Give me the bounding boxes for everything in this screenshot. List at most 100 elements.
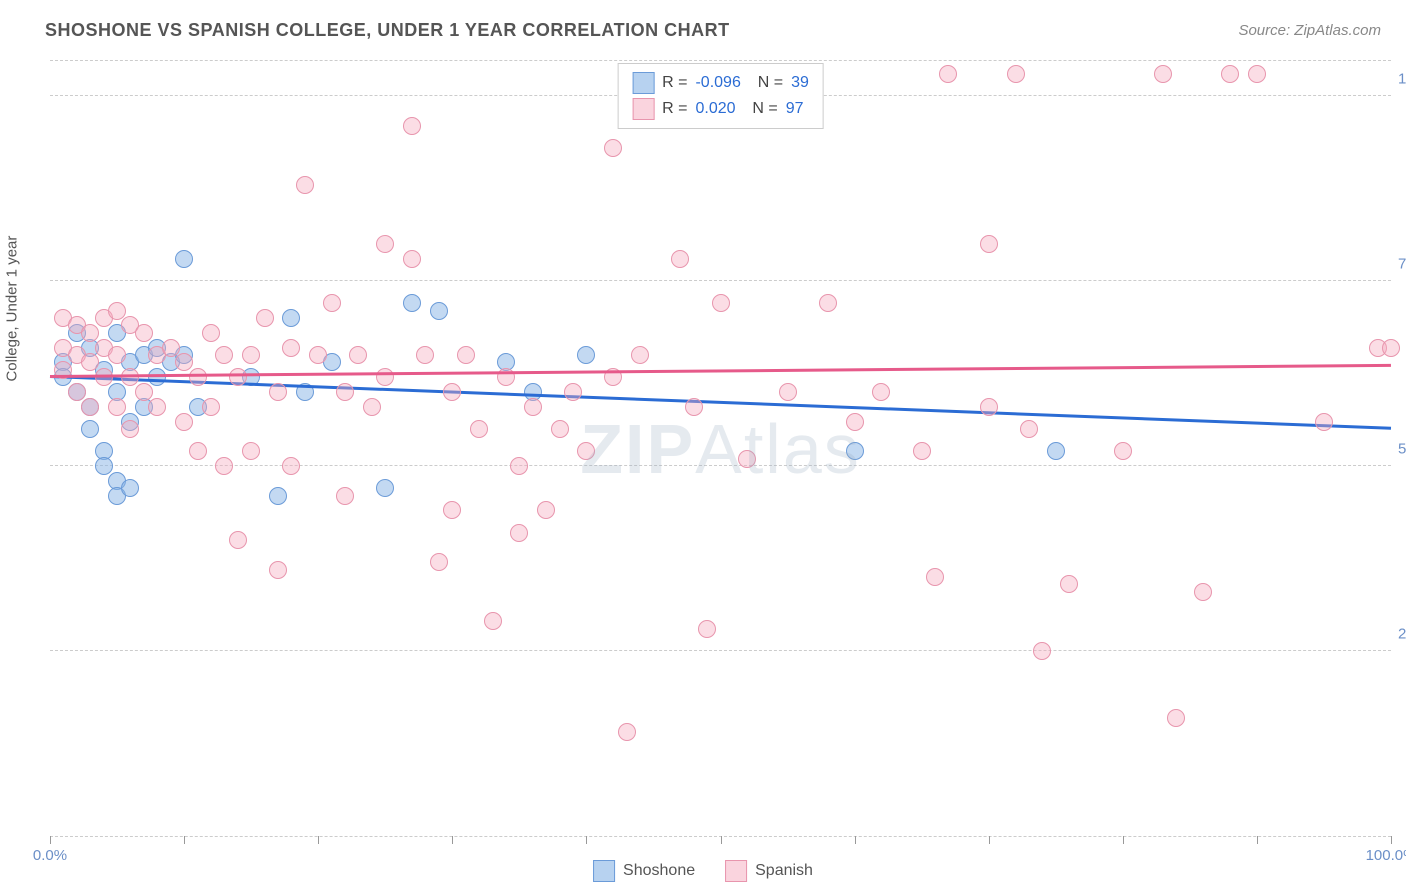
data-point-spanish bbox=[872, 383, 890, 401]
x-tick bbox=[1257, 836, 1258, 844]
data-point-spanish bbox=[1315, 413, 1333, 431]
chart-title: SHOSHONE VS SPANISH COLLEGE, UNDER 1 YEA… bbox=[45, 20, 730, 41]
x-tick bbox=[184, 836, 185, 844]
data-point-spanish bbox=[202, 398, 220, 416]
data-point-spanish bbox=[443, 383, 461, 401]
data-point-shoshone bbox=[376, 479, 394, 497]
x-tick bbox=[452, 836, 453, 844]
data-point-spanish bbox=[95, 368, 113, 386]
x-tick bbox=[1123, 836, 1124, 844]
legend-r-label: R = bbox=[662, 70, 687, 96]
legend-item-spanish: Spanish bbox=[725, 860, 813, 882]
data-point-spanish bbox=[215, 346, 233, 364]
data-point-spanish bbox=[484, 612, 502, 630]
legend-swatch-shoshone bbox=[632, 72, 654, 94]
data-point-spanish bbox=[577, 442, 595, 460]
data-point-shoshone bbox=[175, 250, 193, 268]
watermark: ZIPAtlas bbox=[580, 409, 861, 489]
data-point-spanish bbox=[189, 442, 207, 460]
data-point-spanish bbox=[470, 420, 488, 438]
data-point-spanish bbox=[363, 398, 381, 416]
y-tick-label: 50.0% bbox=[1383, 441, 1406, 458]
legend-item-shoshone: Shoshone bbox=[593, 860, 695, 882]
data-point-spanish bbox=[376, 368, 394, 386]
data-point-spanish bbox=[229, 531, 247, 549]
data-point-spanish bbox=[215, 457, 233, 475]
data-point-shoshone bbox=[269, 487, 287, 505]
data-point-spanish bbox=[510, 524, 528, 542]
data-point-spanish bbox=[81, 353, 99, 371]
data-point-spanish bbox=[403, 250, 421, 268]
gridline bbox=[50, 465, 1391, 466]
trend-line-shoshone bbox=[50, 375, 1391, 429]
data-point-spanish bbox=[1033, 642, 1051, 660]
data-point-spanish bbox=[537, 501, 555, 519]
data-point-spanish bbox=[376, 235, 394, 253]
legend-row-spanish: R = 0.020 N = 97 bbox=[632, 96, 809, 122]
data-point-spanish bbox=[939, 65, 957, 83]
data-point-shoshone bbox=[403, 294, 421, 312]
x-tick-label: 100.0% bbox=[1366, 847, 1406, 864]
legend-row-shoshone: R = -0.096 N = 39 bbox=[632, 70, 809, 96]
data-point-spanish bbox=[913, 442, 931, 460]
data-point-spanish bbox=[282, 339, 300, 357]
source-text: Source: ZipAtlas.com bbox=[1238, 22, 1381, 39]
data-point-spanish bbox=[282, 457, 300, 475]
data-point-spanish bbox=[81, 324, 99, 342]
legend-label-shoshone: Shoshone bbox=[623, 862, 695, 880]
legend-swatch-spanish bbox=[725, 860, 747, 882]
data-point-spanish bbox=[108, 302, 126, 320]
data-point-spanish bbox=[551, 420, 569, 438]
data-point-shoshone bbox=[81, 420, 99, 438]
data-point-shoshone bbox=[846, 442, 864, 460]
x-tick bbox=[586, 836, 587, 844]
legend-r-shoshone: -0.096 bbox=[695, 70, 740, 96]
data-point-spanish bbox=[403, 117, 421, 135]
y-tick-label: 25.0% bbox=[1383, 626, 1406, 643]
data-point-spanish bbox=[121, 368, 139, 386]
x-tick bbox=[50, 836, 51, 844]
chart-plot-area: ZIPAtlas R = -0.096 N = 39 R = 0.020 N =… bbox=[50, 60, 1391, 837]
x-tick bbox=[721, 836, 722, 844]
legend-label-spanish: Spanish bbox=[755, 862, 813, 880]
correlation-legend: R = -0.096 N = 39 R = 0.020 N = 97 bbox=[617, 63, 824, 129]
x-tick bbox=[318, 836, 319, 844]
data-point-spanish bbox=[1154, 65, 1172, 83]
data-point-spanish bbox=[256, 309, 274, 327]
data-point-spanish bbox=[510, 457, 528, 475]
data-point-spanish bbox=[980, 235, 998, 253]
x-tick bbox=[989, 836, 990, 844]
data-point-shoshone bbox=[577, 346, 595, 364]
data-point-spanish bbox=[443, 501, 461, 519]
y-tick-label: 75.0% bbox=[1383, 256, 1406, 273]
data-point-spanish bbox=[926, 568, 944, 586]
legend-n-label: N = bbox=[744, 96, 778, 122]
data-point-spanish bbox=[618, 723, 636, 741]
x-tick-label: 0.0% bbox=[33, 847, 67, 864]
legend-r-spanish: 0.020 bbox=[695, 96, 735, 122]
y-axis-label: College, Under 1 year bbox=[4, 236, 21, 382]
data-point-spanish bbox=[738, 450, 756, 468]
data-point-spanish bbox=[202, 324, 220, 342]
legend-r-label: R = bbox=[662, 96, 687, 122]
data-point-spanish bbox=[175, 353, 193, 371]
data-point-spanish bbox=[631, 346, 649, 364]
data-point-spanish bbox=[323, 294, 341, 312]
data-point-spanish bbox=[564, 383, 582, 401]
data-point-spanish bbox=[242, 346, 260, 364]
data-point-spanish bbox=[819, 294, 837, 312]
gridline bbox=[50, 280, 1391, 281]
data-point-spanish bbox=[229, 368, 247, 386]
data-point-spanish bbox=[524, 398, 542, 416]
y-tick-label: 100.0% bbox=[1383, 71, 1406, 88]
legend-swatch-shoshone bbox=[593, 860, 615, 882]
data-point-shoshone bbox=[282, 309, 300, 327]
data-point-spanish bbox=[1060, 575, 1078, 593]
data-point-spanish bbox=[336, 383, 354, 401]
data-point-spanish bbox=[1007, 65, 1025, 83]
x-tick bbox=[1391, 836, 1392, 844]
data-point-spanish bbox=[846, 413, 864, 431]
data-point-spanish bbox=[671, 250, 689, 268]
data-point-shoshone bbox=[1047, 442, 1065, 460]
data-point-spanish bbox=[189, 368, 207, 386]
